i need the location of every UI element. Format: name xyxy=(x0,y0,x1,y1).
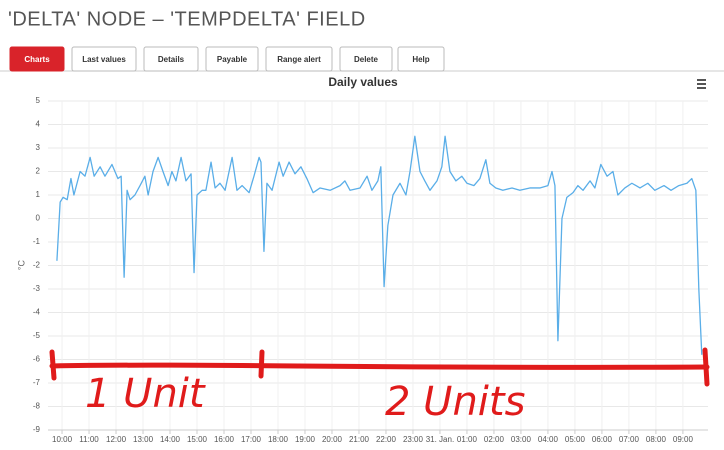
x-tick-label: 18:00 xyxy=(268,435,289,444)
tab-label: Delete xyxy=(354,55,379,64)
x-tick-label: 11:00 xyxy=(79,435,99,444)
y-tick-label: 2 xyxy=(36,167,41,176)
y-tick-label: 4 xyxy=(36,120,41,129)
tab-label: Help xyxy=(412,55,429,64)
x-tick-label: 17:00 xyxy=(241,435,262,444)
x-tick-label: 19:00 xyxy=(295,435,316,444)
tab[interactable] xyxy=(205,46,259,72)
annotation-text: 2 Units xyxy=(385,379,525,425)
tab-label: Charts xyxy=(24,55,50,64)
y-axis-label: °C xyxy=(16,259,26,270)
menu-icon[interactable] xyxy=(697,79,706,89)
x-tick-label: 01:00 xyxy=(457,435,478,444)
x-tick-label: 09:00 xyxy=(673,435,694,444)
y-tick-label: 3 xyxy=(36,143,41,152)
x-tick-label: 21:00 xyxy=(349,435,370,444)
tab[interactable] xyxy=(397,46,445,72)
x-tick-label: 31. Jan. xyxy=(426,435,454,444)
tab-label: Range alert xyxy=(277,55,321,64)
x-tick-label: 22:00 xyxy=(376,435,397,444)
data-line xyxy=(56,135,703,355)
y-tick-label: -8 xyxy=(33,402,41,411)
x-tick-label: 13:00 xyxy=(133,435,154,444)
x-tick-label: 15:00 xyxy=(187,435,208,444)
tab-label: Details xyxy=(158,55,185,64)
annotation-text: 1 Unit xyxy=(85,371,206,417)
y-tick-label: 5 xyxy=(36,96,41,105)
y-tick-label: 1 xyxy=(36,190,41,199)
y-tick-label: -7 xyxy=(33,378,41,387)
y-tick-label: -5 xyxy=(33,331,41,340)
x-tick-label: 05:00 xyxy=(565,435,586,444)
x-tick-label: 06:00 xyxy=(592,435,613,444)
x-tick-label: 14:00 xyxy=(160,435,181,444)
y-tick-label: -1 xyxy=(33,237,41,246)
y-tick-label: -4 xyxy=(33,308,41,317)
chart-title: Daily values xyxy=(328,75,398,89)
x-tick-label: 04:00 xyxy=(538,435,559,444)
y-tick-label: -9 xyxy=(33,425,41,434)
page-title: 'DELTA' NODE – 'TEMPDELTA' FIELD xyxy=(8,8,366,30)
x-tick-label: 12:00 xyxy=(106,435,127,444)
tab[interactable] xyxy=(143,46,199,72)
tab[interactable] xyxy=(9,46,65,72)
y-tick-label: 0 xyxy=(36,214,41,223)
x-tick-label: 23:00 xyxy=(403,435,424,444)
y-tick-label: -3 xyxy=(33,284,41,293)
y-tick-label: -2 xyxy=(33,261,41,270)
tab-label: Payable xyxy=(217,55,248,64)
tab[interactable] xyxy=(265,46,333,72)
annotation xyxy=(49,347,710,387)
x-tick-label: 16:00 xyxy=(214,435,235,444)
tab[interactable] xyxy=(71,46,137,72)
x-tick-label: 20:00 xyxy=(322,435,343,444)
y-tick-label: -6 xyxy=(33,355,41,364)
x-tick-label: 08:00 xyxy=(646,435,667,444)
x-tick-label: 07:00 xyxy=(619,435,640,444)
x-tick-label: 03:00 xyxy=(511,435,532,444)
tab[interactable] xyxy=(339,46,393,72)
tab-label: Last values xyxy=(82,55,126,64)
x-tick-label: 02:00 xyxy=(484,435,505,444)
x-tick-label: 10:00 xyxy=(52,435,73,444)
